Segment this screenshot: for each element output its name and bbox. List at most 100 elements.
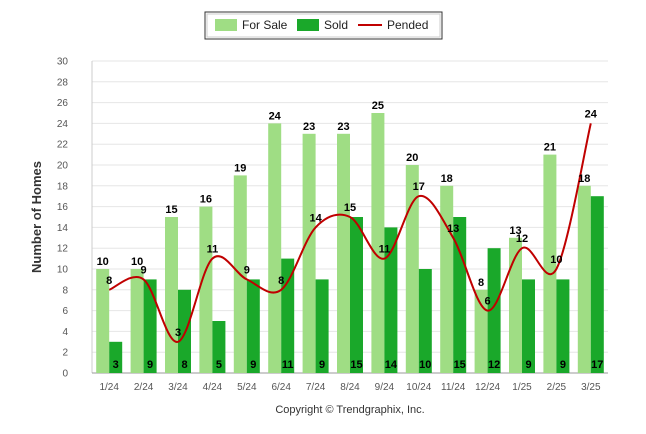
data-label-sold: 14 [385,359,398,371]
bars [96,113,604,374]
bar-sold [487,248,501,373]
x-tick-label: 7/24 [306,382,326,393]
y-tick-label: 24 [57,119,69,130]
x-tick-label: 10/24 [406,382,431,393]
data-label-for-sale: 19 [234,162,246,174]
y-tick-label: 6 [62,306,68,317]
data-label-sold: 15 [454,359,466,371]
x-tick-label: 11/24 [441,382,466,393]
y-tick-label: 30 [57,57,69,68]
x-tick-label: 12/24 [475,382,500,393]
data-label-sold: 10 [419,359,431,371]
pended-line-group [108,123,592,343]
bar-sold [246,279,260,373]
y-tick-label: 18 [57,181,69,192]
bar-for-sale [337,133,350,373]
y-tick-label: 8 [62,285,68,296]
data-label-for-sale: 18 [578,173,590,185]
y-tick-label: 16 [57,202,69,213]
y-tick-label: 0 [62,369,68,380]
data-label-for-sale: 20 [406,152,418,164]
data-label-pended: 15 [344,202,356,214]
bar-sold [212,321,226,373]
data-label-pended: 11 [207,244,219,256]
data-label-sold: 12 [488,359,500,371]
data-label-pended: 24 [585,108,598,120]
x-tick-label: 8/24 [340,382,360,393]
legend-box [204,11,443,40]
bar-for-sale [543,154,557,373]
bar-sold [522,279,535,373]
data-label-pended: 8 [278,275,284,287]
bar-sold [453,217,467,373]
legend-swatch-sold [297,19,319,31]
pended-line [108,123,592,343]
bar-for-sale [509,237,522,373]
bar-for-sale [302,133,316,373]
legend-label-for-sale: For Sale [242,18,288,32]
y-axis-title: Number of Homes [29,161,44,273]
data-label-pended: 3 [175,327,181,339]
bar-for-sale [405,165,419,373]
y-tick-label: 28 [57,77,69,88]
data-label-sold: 15 [350,359,362,371]
x-tick-label: 1/25 [512,382,532,393]
data-label-for-sale: 10 [97,256,109,268]
data-label-sold: 5 [216,359,222,371]
bar-for-sale [440,185,454,373]
legend-swatch-for-sale [215,19,237,31]
bar-for-sale [165,217,178,373]
data-label-sold: 9 [560,359,566,371]
legend-label-sold: Sold [324,18,348,32]
bar-for-sale [96,269,110,373]
bar-for-sale [371,113,385,373]
bar-for-sale [577,185,591,373]
bar-sold [350,217,363,373]
data-label-pended: 9 [141,264,147,276]
data-label-pended: 9 [244,264,250,276]
data-label-pended: 8 [106,275,112,287]
data-label-sold: 9 [147,359,153,371]
copyright-text: Copyright © Trendgraphix, Inc. [275,404,424,416]
x-tick-label: 2/25 [547,382,567,393]
y-tick-label: 22 [57,140,69,151]
data-labels: 1031091581651992411239231525142010181581… [97,100,604,371]
x-tick-label: 5/24 [237,382,257,393]
data-label-for-sale: 10 [131,256,143,268]
y-tick-label: 4 [62,327,68,338]
x-axis-ticks: 1/24 2/24 3/24 4/24 5/24 6/24 7/24 8/24 9/24 10/2… [99,382,601,393]
data-label-sold: 9 [250,359,256,371]
data-label-sold: 8 [181,359,187,371]
bar-sold [556,279,570,373]
data-label-for-sale: 16 [200,194,212,206]
bar-sold [590,196,604,373]
x-tick-label: 9/24 [375,382,395,393]
data-label-pended: 13 [447,223,459,235]
bar-for-sale [130,269,144,373]
data-label-for-sale: 15 [165,204,177,216]
data-label-for-sale: 18 [441,173,453,185]
data-label-for-sale: 13 [509,225,521,237]
y-tick-label: 20 [57,161,69,172]
data-label-for-sale: 23 [303,121,315,133]
data-label-sold: 9 [525,359,531,371]
x-tick-label: 2/24 [134,382,154,393]
data-label-pended: 6 [485,296,491,308]
bar-for-sale [268,123,282,374]
y-tick-label: 14 [57,223,69,234]
data-label-sold: 9 [319,359,325,371]
x-tick-label: 3/25 [581,382,601,393]
y-tick-label: 10 [57,265,69,276]
data-label-for-sale: 23 [337,121,349,133]
data-label-pended: 10 [550,254,562,266]
bar-sold [384,227,398,373]
x-tick-label: 4/24 [203,382,223,393]
y-tick-label: 2 [62,348,68,359]
bar-for-sale [199,206,213,373]
bar-sold [315,279,329,373]
data-label-for-sale: 25 [372,100,384,112]
bar-sold [418,269,432,373]
